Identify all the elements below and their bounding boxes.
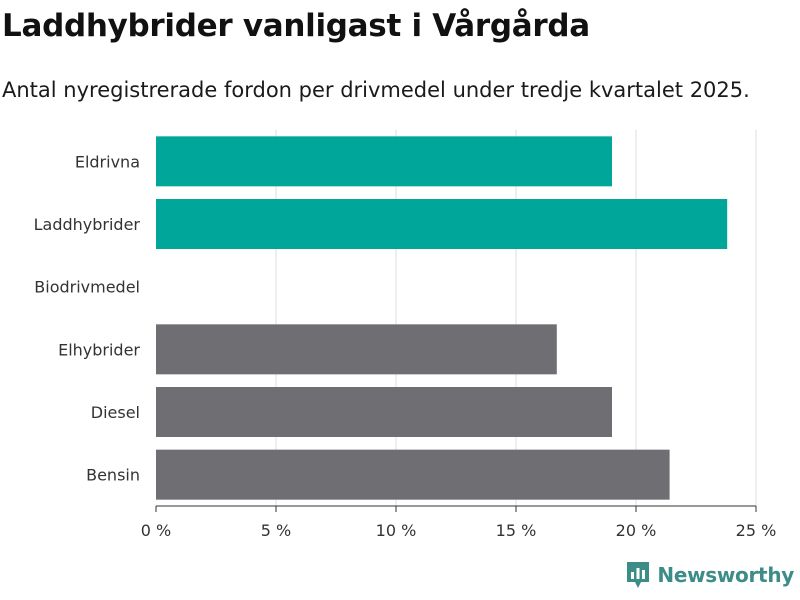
newsworthy-wordmark: Newsworthy xyxy=(657,563,794,587)
x-tick-label: 0 % xyxy=(141,521,171,540)
category-label: Biodrivmedel xyxy=(34,278,140,297)
newsworthy-logo-icon xyxy=(627,562,650,588)
category-label: Laddhybrider xyxy=(34,215,141,234)
category-label: Bensin xyxy=(86,466,140,485)
chart-subtitle: Antal nyregistrerade fordon per drivmede… xyxy=(2,78,750,102)
x-tick-label: 10 % xyxy=(376,521,417,540)
category-label: Eldrivna xyxy=(75,152,140,171)
x-tick-label: 5 % xyxy=(261,521,291,540)
category-label: Diesel xyxy=(91,403,140,422)
category-label: Elhybrider xyxy=(58,340,140,359)
bar[interactable] xyxy=(156,449,670,500)
bar[interactable] xyxy=(156,199,728,249)
bar[interactable] xyxy=(156,324,557,375)
bar[interactable] xyxy=(156,136,612,187)
x-tick-label: 25 % xyxy=(736,521,777,540)
x-tick-label: 20 % xyxy=(616,521,657,540)
newsworthy-brand[interactable]: Newsworthy xyxy=(625,560,794,590)
x-tick-label: 15 % xyxy=(496,521,537,540)
bar[interactable] xyxy=(156,387,612,437)
chart-title: Laddhybrider vanligast i Vårgårda xyxy=(2,8,590,44)
